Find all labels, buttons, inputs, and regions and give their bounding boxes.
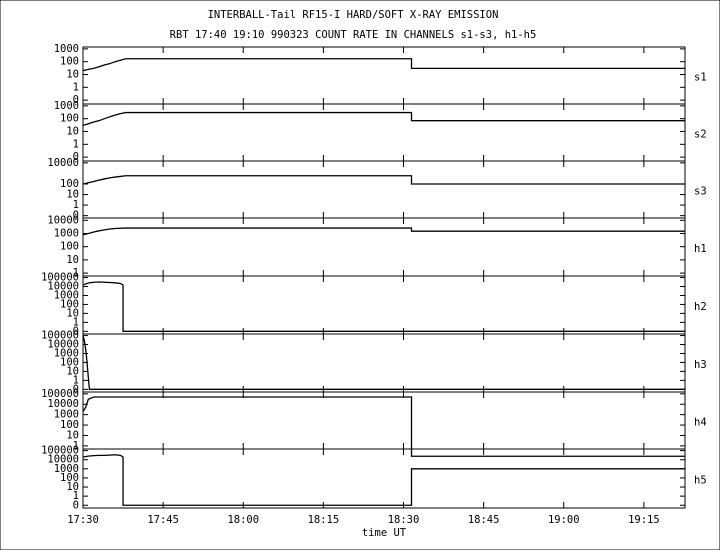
y-tick-label: 1000	[54, 347, 79, 359]
panel-label: h1	[694, 243, 707, 255]
x-tick-label: 19:00	[548, 514, 580, 526]
data-line	[82, 175, 685, 185]
y-tick-label: 1	[73, 440, 79, 452]
y-tick-label: 0	[73, 499, 79, 511]
panel-label: h4	[694, 417, 707, 429]
panel-label: s2	[694, 129, 707, 141]
y-tick-label: 10	[66, 189, 79, 201]
y-tick-label: 1000	[54, 463, 79, 475]
panel-label: h2	[694, 301, 707, 313]
data-line	[82, 281, 685, 332]
panel-label: s3	[694, 186, 707, 198]
y-tick-label: 100	[60, 56, 79, 68]
y-tick-label: 0	[73, 151, 79, 163]
y-tick-label: 1	[73, 199, 79, 211]
y-tick-label: 100000	[41, 330, 79, 342]
y-tick-label: 10000	[47, 398, 79, 410]
y-tick-label: 1	[73, 490, 79, 502]
y-tick-label: 1	[73, 267, 79, 279]
y-tick-label: 10000	[47, 214, 79, 226]
y-tick-label: 10	[66, 307, 79, 319]
y-tick-label: 1000	[54, 409, 79, 421]
y-tick-label: 1000	[54, 43, 79, 55]
y-tick-label: 10000	[47, 339, 79, 351]
panel-frame	[82, 448, 686, 509]
y-tick-label: 1000	[54, 228, 79, 240]
panel-label: h3	[694, 359, 707, 371]
y-tick-label: 1	[73, 374, 79, 386]
panel-label: s1	[694, 72, 707, 84]
panel-label: h5	[694, 475, 707, 487]
x-tick-label: 18:45	[468, 514, 500, 526]
data-line	[82, 396, 685, 457]
y-tick-label: 1000	[54, 100, 79, 112]
data-line	[82, 111, 685, 127]
y-tick-label: 10	[66, 365, 79, 377]
x-axis-label: time UT	[362, 527, 407, 539]
y-tick-label: 100000	[41, 388, 79, 400]
x-tick-label: 18:30	[388, 514, 420, 526]
y-tick-label: 100	[60, 241, 79, 253]
y-tick-label: 0	[73, 383, 79, 395]
data-line	[82, 335, 685, 390]
y-tick-label: 0	[73, 94, 79, 106]
y-tick-label: 100	[60, 178, 79, 190]
y-tick-label: 1000	[54, 289, 79, 301]
y-tick-label: 10	[66, 429, 79, 441]
y-tick-label: 10	[66, 126, 79, 138]
y-tick-label: 100	[60, 472, 79, 484]
y-tick-label: 100	[60, 419, 79, 431]
x-tick-label: 18:00	[227, 514, 259, 526]
data-line	[82, 58, 685, 72]
x-tick-label: 17:30	[67, 514, 99, 526]
data-line	[82, 227, 685, 236]
y-tick-label: 0	[73, 210, 79, 222]
y-tick-label: 100000	[41, 272, 79, 284]
y-tick-label: 1	[73, 81, 79, 93]
x-tick-label: 19:15	[628, 514, 660, 526]
y-tick-label: 10	[66, 254, 79, 266]
y-tick-label: 10	[66, 481, 79, 493]
y-tick-label: 10000	[47, 281, 79, 293]
y-tick-label: 0	[73, 325, 79, 337]
y-tick-label: 10000	[47, 157, 79, 169]
y-tick-label: 10	[66, 69, 79, 81]
y-tick-label: 100	[60, 356, 79, 368]
y-tick-label: 100	[60, 113, 79, 125]
data-line	[82, 454, 685, 506]
y-tick-label: 10000	[47, 454, 79, 466]
x-tick-label: 18:15	[308, 514, 340, 526]
y-tick-label: 100	[60, 298, 79, 310]
y-tick-label: 1	[73, 138, 79, 150]
chart-title: INTERBALL-Tail RF15-I HARD/SOFT X-RAY EM…	[208, 9, 499, 21]
chart-subtitle: RBT 17:40 19:10 990323 COUNT RATE IN CHA…	[170, 29, 537, 41]
y-tick-label: 1	[73, 316, 79, 328]
y-tick-label: 100000	[41, 445, 79, 457]
x-tick-label: 17:45	[147, 514, 179, 526]
